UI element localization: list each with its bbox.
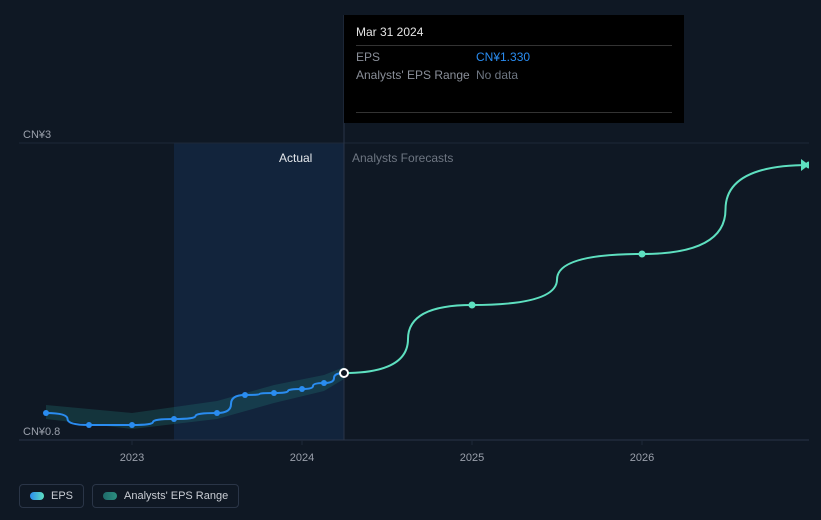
x-axis-label: 2026 xyxy=(630,452,654,464)
x-axis-label: 2023 xyxy=(120,452,144,464)
x-axis-label: 2024 xyxy=(290,452,314,464)
tooltip-row-value: No data xyxy=(476,68,518,82)
legend-swatch xyxy=(30,492,44,500)
legend-label: EPS xyxy=(51,490,73,502)
legend-swatch xyxy=(103,492,117,500)
tooltip-row-label: Analysts' EPS Range xyxy=(356,68,476,82)
chart-container: Mar 31 2024 EPS CN¥1.330 Analysts' EPS R… xyxy=(19,15,809,475)
legend-label: Analysts' EPS Range xyxy=(124,490,228,502)
chart-tooltip: Mar 31 2024 EPS CN¥1.330 Analysts' EPS R… xyxy=(344,15,684,123)
tooltip-row-value: CN¥1.330 xyxy=(476,50,530,64)
x-axis-label: 2025 xyxy=(460,452,484,464)
tooltip-row: EPS CN¥1.330 xyxy=(356,46,672,64)
tooltip-date: Mar 31 2024 xyxy=(356,25,672,46)
section-label-actual: Actual xyxy=(279,151,312,165)
chart-legend: EPS Analysts' EPS Range xyxy=(19,484,239,508)
y-axis-label: CN¥0.8 xyxy=(23,426,60,438)
y-axis-label: CN¥3 xyxy=(23,129,51,141)
legend-item-eps-range[interactable]: Analysts' EPS Range xyxy=(92,484,239,508)
tooltip-row-label: EPS xyxy=(356,50,476,64)
section-label-forecast: Analysts Forecasts xyxy=(352,151,453,165)
tooltip-row: Analysts' EPS Range No data xyxy=(356,64,672,82)
tooltip-separator xyxy=(356,112,672,113)
legend-item-eps[interactable]: EPS xyxy=(19,484,84,508)
